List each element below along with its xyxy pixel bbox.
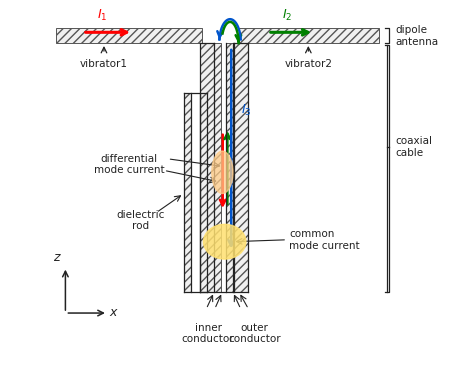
Bar	[56, 29, 201, 43]
Bar	[184, 93, 191, 292]
Text: common
mode current: common mode current	[289, 229, 360, 250]
Bar	[234, 43, 248, 292]
Text: $z$: $z$	[53, 251, 62, 264]
Text: inner
conductor: inner conductor	[182, 323, 234, 344]
Text: $I_1$: $I_1$	[97, 8, 107, 23]
Text: vibrator1: vibrator1	[80, 58, 128, 68]
Ellipse shape	[203, 224, 246, 259]
Text: coaxial
cable: coaxial cable	[395, 137, 432, 158]
Bar	[214, 43, 234, 292]
Text: $I_2$: $I_2$	[282, 8, 292, 23]
Text: vibrator2: vibrator2	[284, 58, 332, 68]
Text: outer
conductor: outer conductor	[228, 323, 281, 344]
Bar	[201, 43, 214, 292]
Bar	[226, 43, 233, 292]
Bar	[221, 43, 226, 292]
Text: differential
mode current: differential mode current	[94, 154, 164, 175]
Text: dipole
antenna: dipole antenna	[395, 26, 438, 47]
Text: $I_3$: $I_3$	[241, 103, 251, 118]
Text: $x$: $x$	[109, 306, 118, 319]
Text: dielectric
rod: dielectric rod	[117, 210, 165, 231]
Bar	[191, 93, 201, 292]
Ellipse shape	[212, 151, 233, 194]
Bar	[214, 43, 221, 292]
Bar	[201, 93, 207, 292]
Bar	[239, 29, 379, 43]
